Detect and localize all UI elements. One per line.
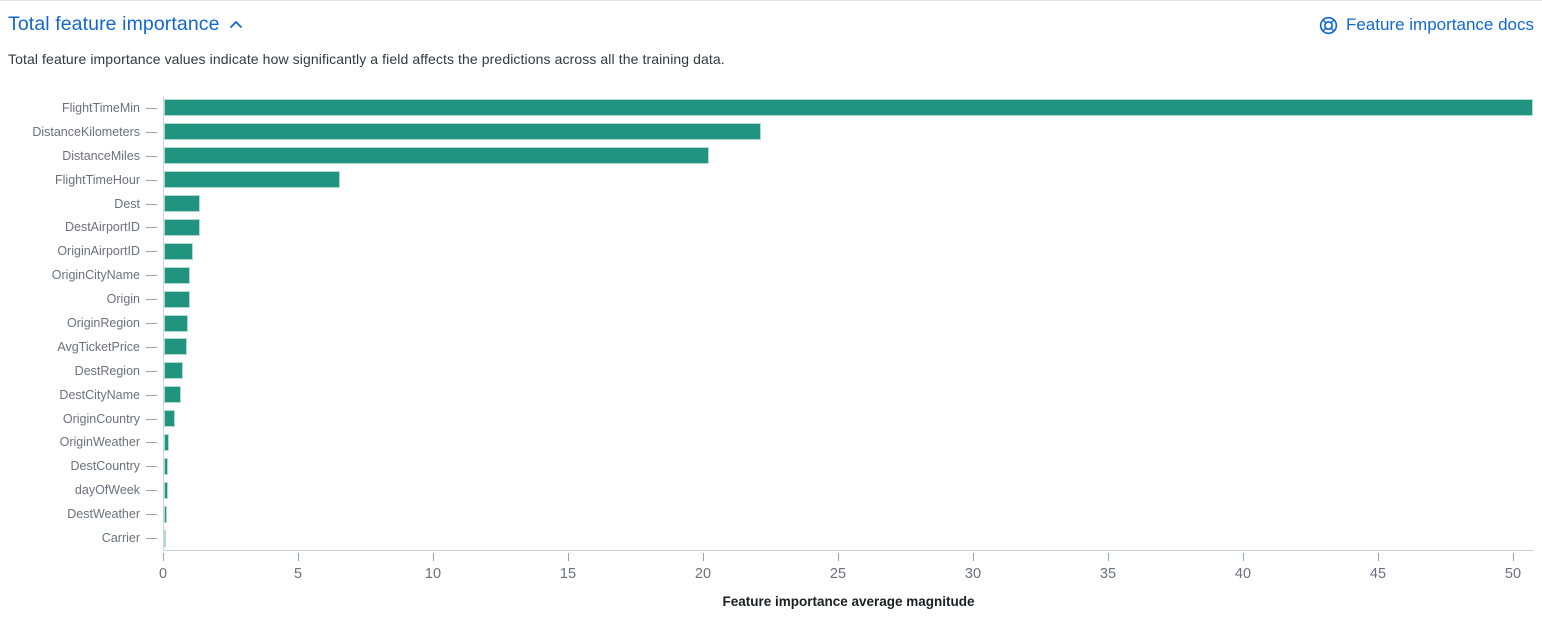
bar-OriginCityName: [164, 266, 191, 284]
help-icon: [1319, 16, 1338, 35]
y-axis-tick: [146, 299, 157, 301]
x-axis-tick-label-35: 35: [1099, 566, 1117, 582]
y-axis-tick: [146, 394, 157, 396]
y-axis-tick: [146, 514, 157, 516]
bar-OriginAirportID: [164, 242, 194, 260]
y-axis-tick: [146, 203, 157, 205]
bar-OriginWeather: [164, 433, 169, 451]
y-axis-tick: [146, 370, 157, 372]
y-axis-tick: [146, 179, 157, 181]
bar-OriginCountry: [164, 410, 176, 428]
x-axis-tick-label-40: 40: [1234, 566, 1252, 582]
x-axis-tick: [1513, 553, 1514, 561]
x-axis-tick: [433, 553, 434, 561]
x-axis-tick: [1378, 553, 1379, 561]
bar-DestWeather: [164, 505, 168, 523]
y-axis-tick: [146, 418, 157, 420]
bar-Carrier: [164, 529, 166, 547]
section-collapse-toggle[interactable]: Total feature importance: [8, 13, 244, 36]
y-axis-line: [163, 96, 164, 550]
x-axis-tick-label-30: 30: [964, 566, 982, 582]
chevron-up-icon[interactable]: [228, 17, 244, 33]
y-axis-label-Carrier: Carrier: [101, 531, 140, 546]
y-axis-label-Origin: Origin: [106, 292, 140, 307]
x-axis-line: [163, 550, 1534, 551]
x-axis-tick-label-45: 45: [1369, 566, 1387, 582]
y-axis-label-DistanceMiles: DistanceMiles: [62, 148, 140, 163]
x-axis-tick-label-50: 50: [1504, 566, 1522, 582]
y-axis-label-OriginCountry: OriginCountry: [62, 411, 140, 426]
section-description: Total feature importance values indicate…: [8, 51, 725, 67]
x-axis-title: Feature importance average magnitude: [722, 594, 975, 609]
y-axis-label-DestAirportID: DestAirportID: [64, 220, 140, 235]
y-axis-label-AvgTicketPrice: AvgTicketPrice: [57, 339, 140, 354]
bar-DestRegion: [164, 362, 184, 380]
y-axis-label-OriginRegion: OriginRegion: [67, 316, 140, 330]
bar-FlightTimeHour: [164, 171, 340, 189]
x-axis-tick: [838, 553, 839, 561]
y-axis-label-FlightTimeMin: FlightTimeMin: [61, 100, 140, 115]
x-axis-tick-label-5: 5: [293, 566, 303, 582]
x-axis-tick: [568, 553, 569, 561]
y-axis-tick: [146, 490, 157, 492]
y-axis-tick: [146, 466, 157, 468]
y-axis-tick: [146, 538, 157, 540]
bar-DestAirportID: [164, 218, 200, 236]
bar-DestCityName: [164, 386, 181, 404]
y-axis-tick: [146, 227, 157, 229]
y-axis-tick: [146, 131, 157, 133]
y-axis-label-DestRegion: DestRegion: [74, 363, 140, 378]
x-axis-tick: [1243, 553, 1244, 561]
bar-Origin: [164, 290, 190, 308]
x-axis-tick-label-0: 0: [158, 566, 168, 582]
x-axis-tick: [703, 553, 704, 561]
bar-AvgTicketPrice: [164, 338, 187, 356]
x-axis-tick: [163, 553, 164, 561]
x-axis-tick: [1108, 553, 1109, 561]
bar-DistanceKilometers: [164, 123, 761, 141]
x-axis-tick: [973, 553, 974, 561]
x-axis-tick-label-15: 15: [559, 566, 577, 582]
bar-dayOfWeek: [164, 481, 169, 499]
y-axis-label-Dest: Dest: [114, 196, 140, 211]
y-axis-tick: [146, 155, 157, 157]
y-axis-label-DestCityName: DestCityName: [59, 387, 140, 402]
y-axis-tick: [146, 323, 157, 324]
y-axis-tick: [146, 107, 157, 109]
x-axis-tick-label-25: 25: [829, 566, 847, 582]
y-axis-label-DestWeather: DestWeather: [67, 507, 140, 522]
y-axis-tick: [146, 346, 157, 348]
y-axis-tick: [146, 275, 157, 277]
y-axis-label-DistanceKilometers: DistanceKilometers: [32, 124, 140, 139]
y-axis-tick: [146, 251, 157, 253]
y-axis-label-dayOfWeek: dayOfWeek: [74, 483, 140, 498]
docs-link-label: Feature importance docs: [1345, 15, 1534, 34]
bar-Dest: [164, 195, 201, 213]
section-title[interactable]: Total feature importance: [8, 13, 220, 35]
bar-FlightTimeMin: [164, 99, 1533, 117]
bar-OriginRegion: [164, 314, 189, 332]
y-axis-label-OriginAirportID: OriginAirportID: [57, 244, 140, 259]
x-axis-tick-label-10: 10: [424, 566, 442, 582]
bar-DistanceMiles: [164, 147, 710, 165]
y-axis-tick: [146, 442, 157, 444]
feature-importance-docs-link[interactable]: Feature importance docs: [1319, 15, 1534, 35]
y-axis-label-OriginWeather: OriginWeather: [59, 435, 140, 450]
x-axis-tick-label-20: 20: [694, 566, 712, 582]
feature-importance-chart: FlightTimeMin DistanceKilometers DistanceM…: [0, 96, 1542, 619]
y-axis-label-FlightTimeHour: FlightTimeHour: [55, 172, 140, 187]
bar-DestCountry: [164, 457, 169, 475]
x-axis-tick: [298, 553, 299, 561]
y-axis-label-DestCountry: DestCountry: [70, 459, 140, 474]
y-axis-label-OriginCityName: OriginCityName: [51, 268, 140, 283]
